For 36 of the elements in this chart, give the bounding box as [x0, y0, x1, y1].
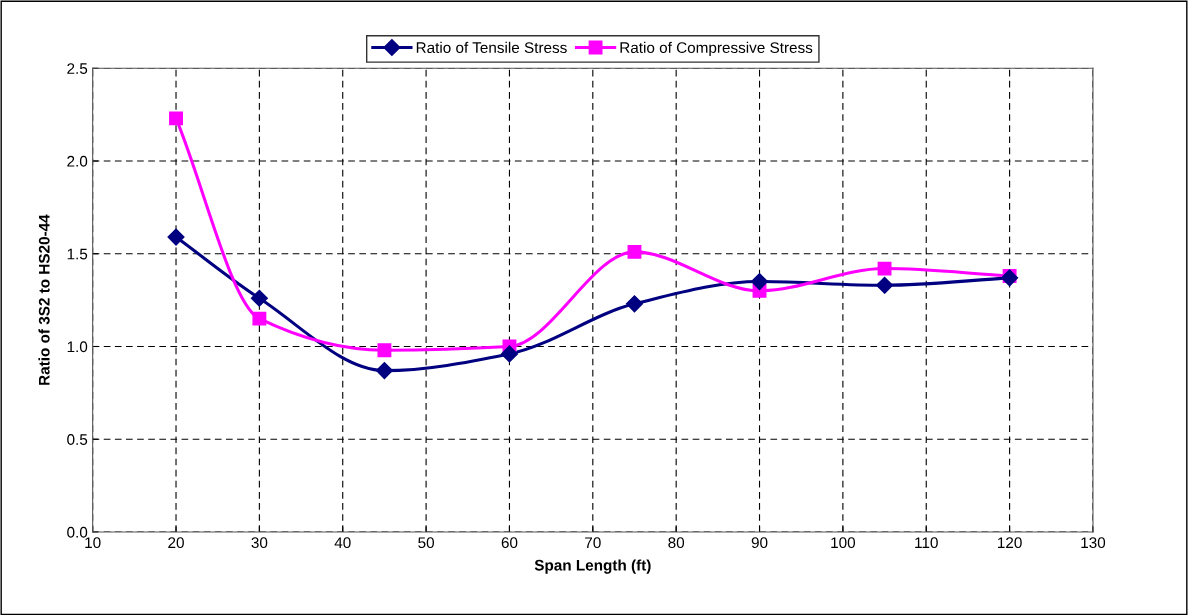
y-tick-label: 0.0: [67, 526, 88, 538]
point: [252, 311, 267, 326]
x-tick-label: 110: [915, 537, 938, 549]
point: [250, 289, 268, 307]
point: [377, 343, 392, 358]
y-tick-label: 1.0: [67, 341, 88, 353]
point: [169, 111, 183, 126]
y-axis-title: Ratio of 3S2 to HS20-44: [38, 214, 50, 385]
x-tick-label: 20: [168, 537, 184, 549]
x-tick-label: 40: [334, 537, 351, 549]
x-axis-title: Span Length (ft): [534, 559, 651, 574]
point: [627, 244, 642, 259]
legend-label: Ratio of Tensile Stress: [416, 41, 567, 54]
point: [500, 345, 519, 363]
x-tick-label: 50: [418, 537, 434, 549]
y-tick-label: 1.5: [67, 248, 88, 260]
point: [876, 276, 894, 294]
legend-label: Ratio of Compressive Stress: [620, 41, 813, 57]
x-tick-label: 120: [998, 537, 1022, 549]
x-tick-label: 60: [501, 537, 518, 549]
x-tick-label: 80: [668, 537, 685, 549]
point: [877, 261, 892, 276]
x-tick-label: 10: [85, 537, 101, 549]
y-tick-label: 0.5: [67, 434, 88, 445]
point: [625, 295, 644, 313]
y-tick-label: 2.0: [67, 155, 88, 167]
point: [750, 273, 769, 291]
x-tick-label: 100: [831, 537, 856, 549]
point: [167, 228, 185, 246]
y-tick-label: 2.5: [67, 63, 88, 74]
x-tick-label: 30: [251, 537, 268, 549]
x-tick-label: 90: [751, 537, 768, 549]
point: [1001, 269, 1019, 287]
point: [375, 362, 393, 380]
x-tick-label: 130: [1081, 537, 1106, 549]
x-tick-label: 70: [585, 537, 601, 549]
